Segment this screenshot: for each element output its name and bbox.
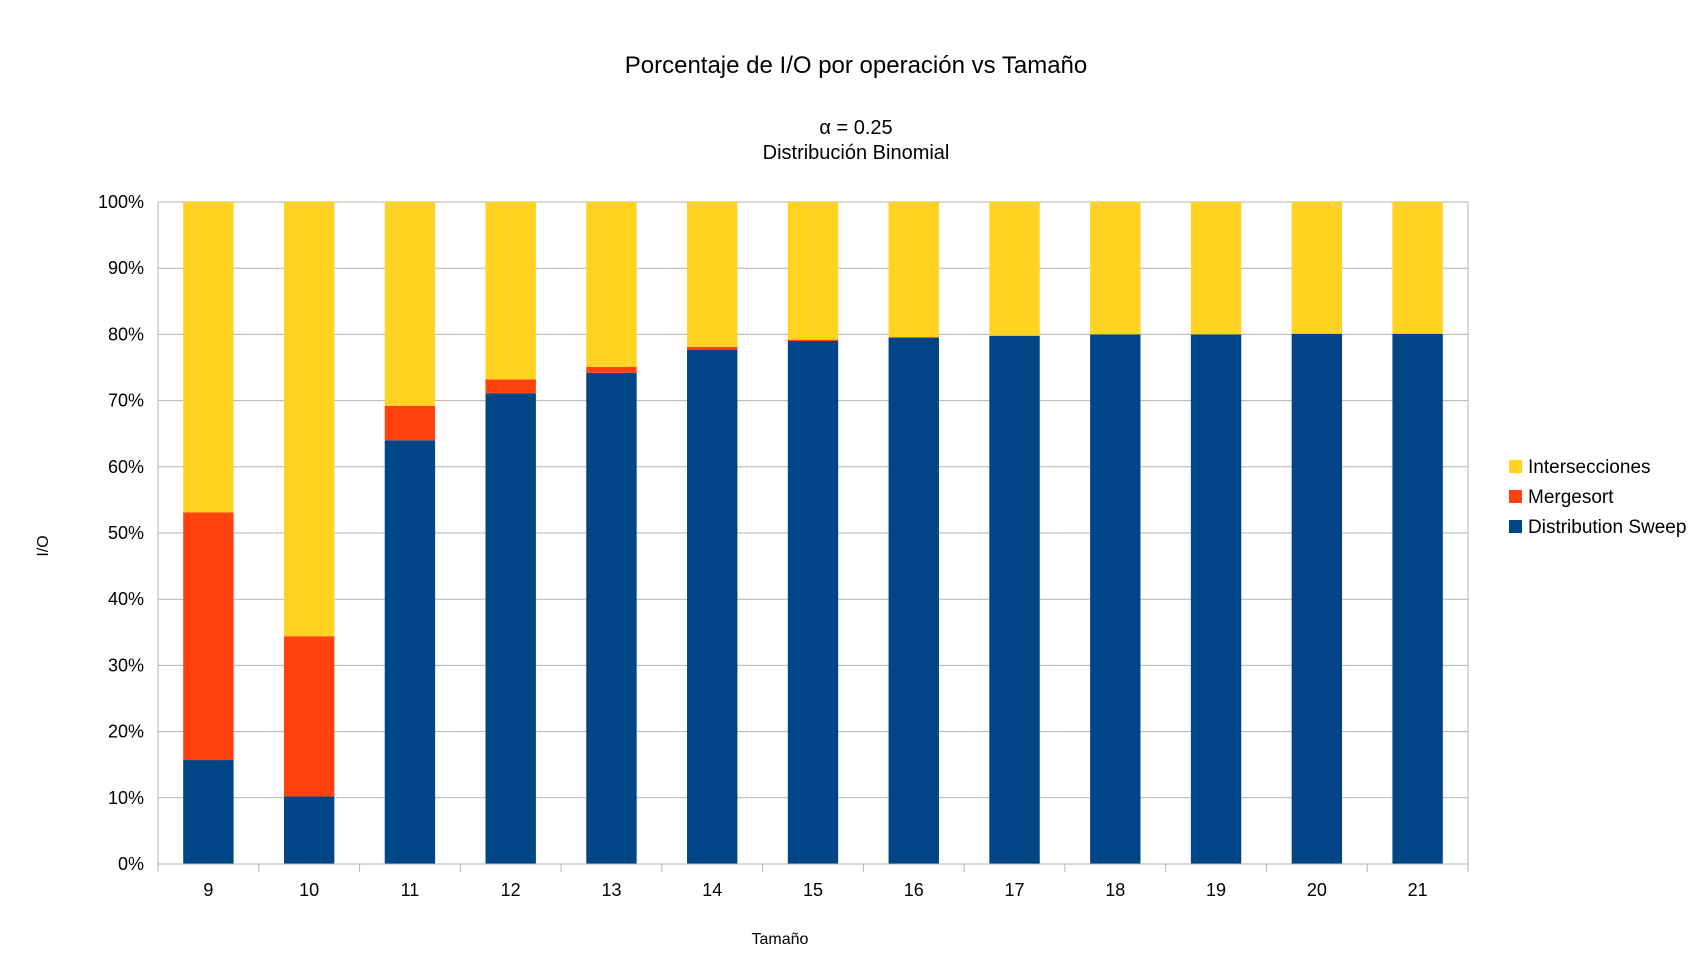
bar-segment — [384, 202, 436, 406]
bar-segment — [1090, 334, 1141, 864]
y-tick-labels: 0% 10% 20% 30% 40% 50% 60% 70% 80% 90% 100% — [98, 192, 144, 874]
bar-segment — [1291, 333, 1343, 864]
bar-segment — [485, 393, 536, 864]
x-axis-title: Tamaño — [752, 931, 809, 948]
bar-segment — [586, 372, 637, 864]
bars-group — [183, 202, 1443, 865]
bar-segment — [586, 366, 637, 373]
bar-segment — [1392, 333, 1443, 864]
chart-subtitle-line-2: Distribución Binomial — [763, 142, 950, 164]
legend: Intersecciones Mergesort Distribution Swee… — [1509, 457, 1686, 538]
y-tick-label: 50% — [108, 523, 144, 543]
y-tick-label: 80% — [108, 324, 144, 344]
bar-segment — [787, 339, 839, 342]
bar-segment — [586, 202, 637, 367]
bar-segment — [183, 202, 234, 513]
bar-segment — [1190, 334, 1242, 864]
axes-group — [157, 202, 1469, 872]
x-tick-label: 20 — [1307, 880, 1327, 900]
y-tick-label: 0% — [118, 854, 144, 874]
x-tick-label: 11 — [401, 880, 420, 900]
x-tick-label: 21 — [1408, 880, 1428, 900]
y-tick-label: 60% — [108, 457, 144, 477]
chart-title: Porcentaje de I/O por operación vs Tamañ… — [625, 52, 1088, 79]
bar-segment — [989, 335, 1040, 864]
y-tick-label: 70% — [108, 391, 144, 411]
x-tick-label: 17 — [1005, 880, 1025, 900]
x-tick-label: 12 — [501, 880, 521, 900]
bar-segment — [1090, 202, 1141, 335]
legend-label: Distribution Sweep — [1528, 517, 1686, 538]
bar-segment — [1190, 202, 1242, 335]
x-tick-label: 16 — [904, 880, 924, 900]
x-tick-label: 18 — [1105, 880, 1125, 900]
bar-segment — [989, 202, 1040, 336]
bar-segment — [485, 202, 536, 380]
bar-segment — [787, 341, 839, 864]
legend-swatch — [1509, 490, 1522, 503]
bar-segment — [1291, 202, 1343, 334]
x-tick-labels: 9 10 11 12 13 14 15 16 17 18 19 20 21 — [203, 880, 1427, 900]
bar-segment — [687, 346, 738, 350]
bar-segment — [183, 512, 234, 761]
y-tick-label: 40% — [108, 589, 144, 609]
y-tick-label: 20% — [108, 722, 144, 742]
y-axis-title: I/O — [35, 535, 52, 556]
bar-segment — [1392, 202, 1443, 334]
y-tick-label: 90% — [108, 258, 144, 278]
y-tick-label: 30% — [108, 655, 144, 675]
y-tick-label: 100% — [98, 192, 144, 212]
chart-subtitle-line-1: α = 0.25 — [819, 117, 892, 139]
legend-swatch — [1509, 460, 1522, 473]
legend-swatch — [1509, 520, 1522, 533]
x-tick-label: 19 — [1206, 880, 1226, 900]
bar-segment — [283, 636, 335, 797]
x-tick-label: 14 — [702, 880, 722, 900]
bar-segment — [183, 760, 234, 864]
bar-segment — [888, 202, 939, 338]
x-tick-label: 9 — [203, 880, 213, 900]
y-tick-label: 10% — [108, 788, 144, 808]
bar-segment — [787, 202, 839, 340]
x-tick-label: 10 — [299, 880, 319, 900]
bar-segment — [485, 379, 536, 394]
x-tick-label: 13 — [601, 880, 621, 900]
bar-segment — [888, 337, 939, 338]
bar-segment — [384, 405, 436, 441]
bar-segment — [687, 349, 738, 865]
bar-segment — [283, 796, 335, 864]
bar-segment — [384, 440, 436, 864]
legend-label: Intersecciones — [1528, 457, 1651, 478]
bar-segment — [888, 337, 939, 865]
bar-segment — [687, 202, 738, 347]
bar-segment — [283, 202, 335, 637]
legend-label: Mergesort — [1528, 487, 1614, 508]
x-tick-label: 15 — [803, 880, 823, 900]
